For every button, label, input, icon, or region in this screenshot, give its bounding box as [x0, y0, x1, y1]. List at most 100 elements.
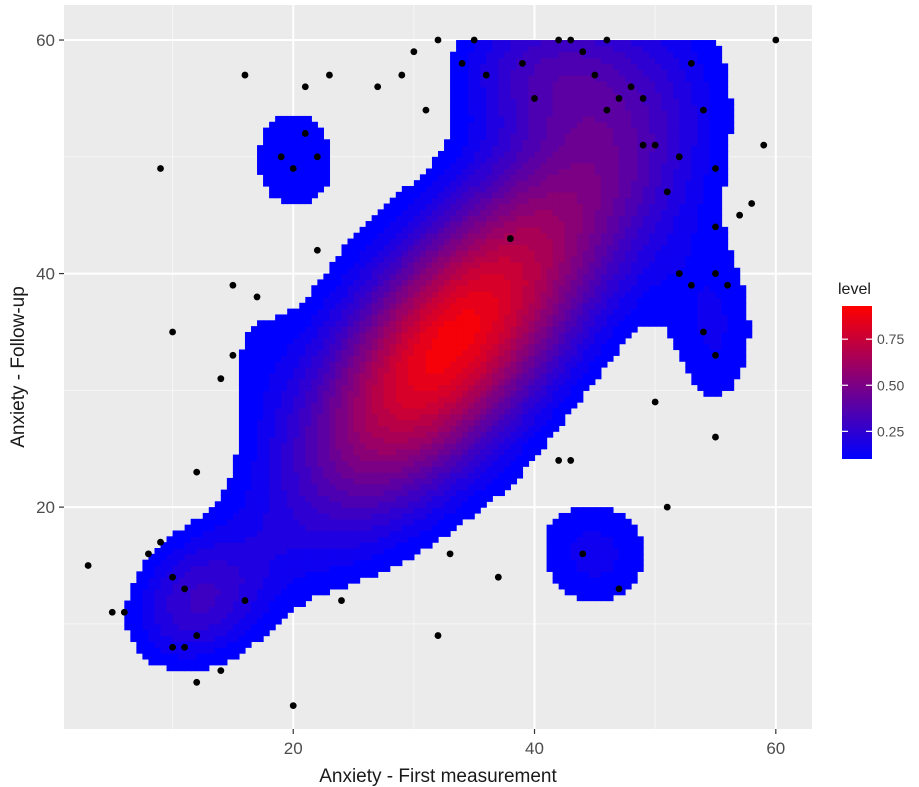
density-cell	[293, 489, 300, 497]
density-cell	[269, 623, 276, 631]
density-cell	[425, 203, 433, 210]
density-cell	[160, 629, 168, 637]
density-cell	[335, 524, 343, 532]
density-cell	[588, 232, 596, 240]
density-cell	[383, 238, 391, 245]
density-cell	[365, 413, 373, 421]
density-cell	[474, 92, 481, 100]
density-cell	[419, 378, 427, 386]
density-cell	[377, 530, 385, 537]
density-cell	[371, 279, 379, 286]
density-cell	[516, 279, 524, 286]
density-cell	[600, 343, 608, 351]
density-cell	[631, 326, 638, 333]
density-cell	[238, 378, 246, 386]
density-cell	[148, 565, 156, 572]
density-cell	[438, 413, 445, 421]
density-cell	[323, 571, 331, 578]
density-cell	[196, 577, 204, 584]
density-cell	[486, 186, 493, 193]
density-cell	[480, 232, 487, 240]
density-cell	[401, 390, 409, 397]
density-cell	[359, 565, 367, 572]
density-cell	[323, 413, 331, 421]
density-cell	[552, 396, 560, 403]
density-cell	[474, 472, 481, 479]
density-cell	[528, 419, 536, 426]
density-cell	[516, 355, 524, 362]
density-cell	[480, 273, 487, 281]
density-cell	[486, 215, 493, 222]
density-cell	[498, 115, 505, 123]
density-cell	[281, 419, 288, 426]
density-cell	[504, 355, 511, 362]
density-cell	[377, 320, 385, 327]
density-cell	[317, 413, 324, 421]
density-cell	[492, 75, 499, 82]
density-cell	[534, 121, 542, 129]
density-cell	[335, 296, 343, 304]
density-cell	[419, 209, 427, 216]
density-cell	[275, 588, 282, 596]
density-cell	[263, 326, 270, 333]
density-layer	[124, 40, 753, 672]
density-cell	[606, 273, 614, 281]
density-cell	[492, 355, 499, 362]
density-cell	[576, 127, 584, 135]
density-cell	[293, 466, 300, 473]
density-cell	[618, 267, 626, 275]
density-cell	[377, 296, 385, 304]
density-cell	[510, 320, 518, 327]
density-cell	[130, 618, 137, 625]
density-cell	[341, 291, 349, 298]
density-cell	[431, 191, 439, 199]
density-cell	[419, 203, 427, 210]
density-cell	[510, 215, 518, 222]
density-cell	[552, 92, 560, 100]
density-cell	[438, 355, 445, 362]
density-cell	[486, 256, 493, 263]
density-cell	[510, 302, 518, 310]
density-cell	[299, 115, 306, 123]
density-cell	[281, 524, 288, 532]
density-cell	[317, 390, 324, 397]
density-cell	[558, 250, 566, 257]
density-cell	[413, 302, 421, 310]
density-cell	[558, 145, 566, 152]
density-cell	[528, 250, 536, 257]
density-cell	[631, 302, 638, 310]
density-cell	[534, 86, 542, 94]
density-cell	[504, 133, 511, 140]
density-cell	[612, 524, 620, 532]
density-cell	[329, 536, 337, 543]
density-cell	[407, 349, 415, 356]
density-cell	[413, 256, 421, 263]
density-cell	[522, 372, 530, 380]
density-cell	[576, 320, 584, 327]
density-cell	[365, 378, 373, 386]
density-cell	[492, 86, 499, 94]
density-cell	[395, 250, 403, 257]
density-cell	[347, 355, 355, 362]
density-cell	[401, 256, 409, 263]
density-cell	[618, 203, 626, 210]
density-cell	[353, 425, 361, 432]
density-cell	[540, 40, 548, 47]
density-cell	[257, 623, 264, 631]
density-cell	[546, 215, 554, 222]
density-cell	[504, 69, 511, 76]
density-cell	[371, 238, 379, 245]
density-cell	[359, 308, 367, 316]
density-cell	[323, 437, 331, 444]
density-cell	[431, 261, 439, 269]
density-cell	[600, 536, 608, 543]
density-cell	[359, 396, 367, 403]
density-cell	[413, 413, 421, 421]
density-cell	[631, 98, 638, 105]
density-cell	[618, 215, 626, 222]
density-cell	[323, 349, 331, 356]
density-cell	[594, 115, 602, 123]
density-cell	[606, 69, 614, 76]
density-cell	[456, 104, 463, 111]
density-cell	[474, 448, 481, 456]
